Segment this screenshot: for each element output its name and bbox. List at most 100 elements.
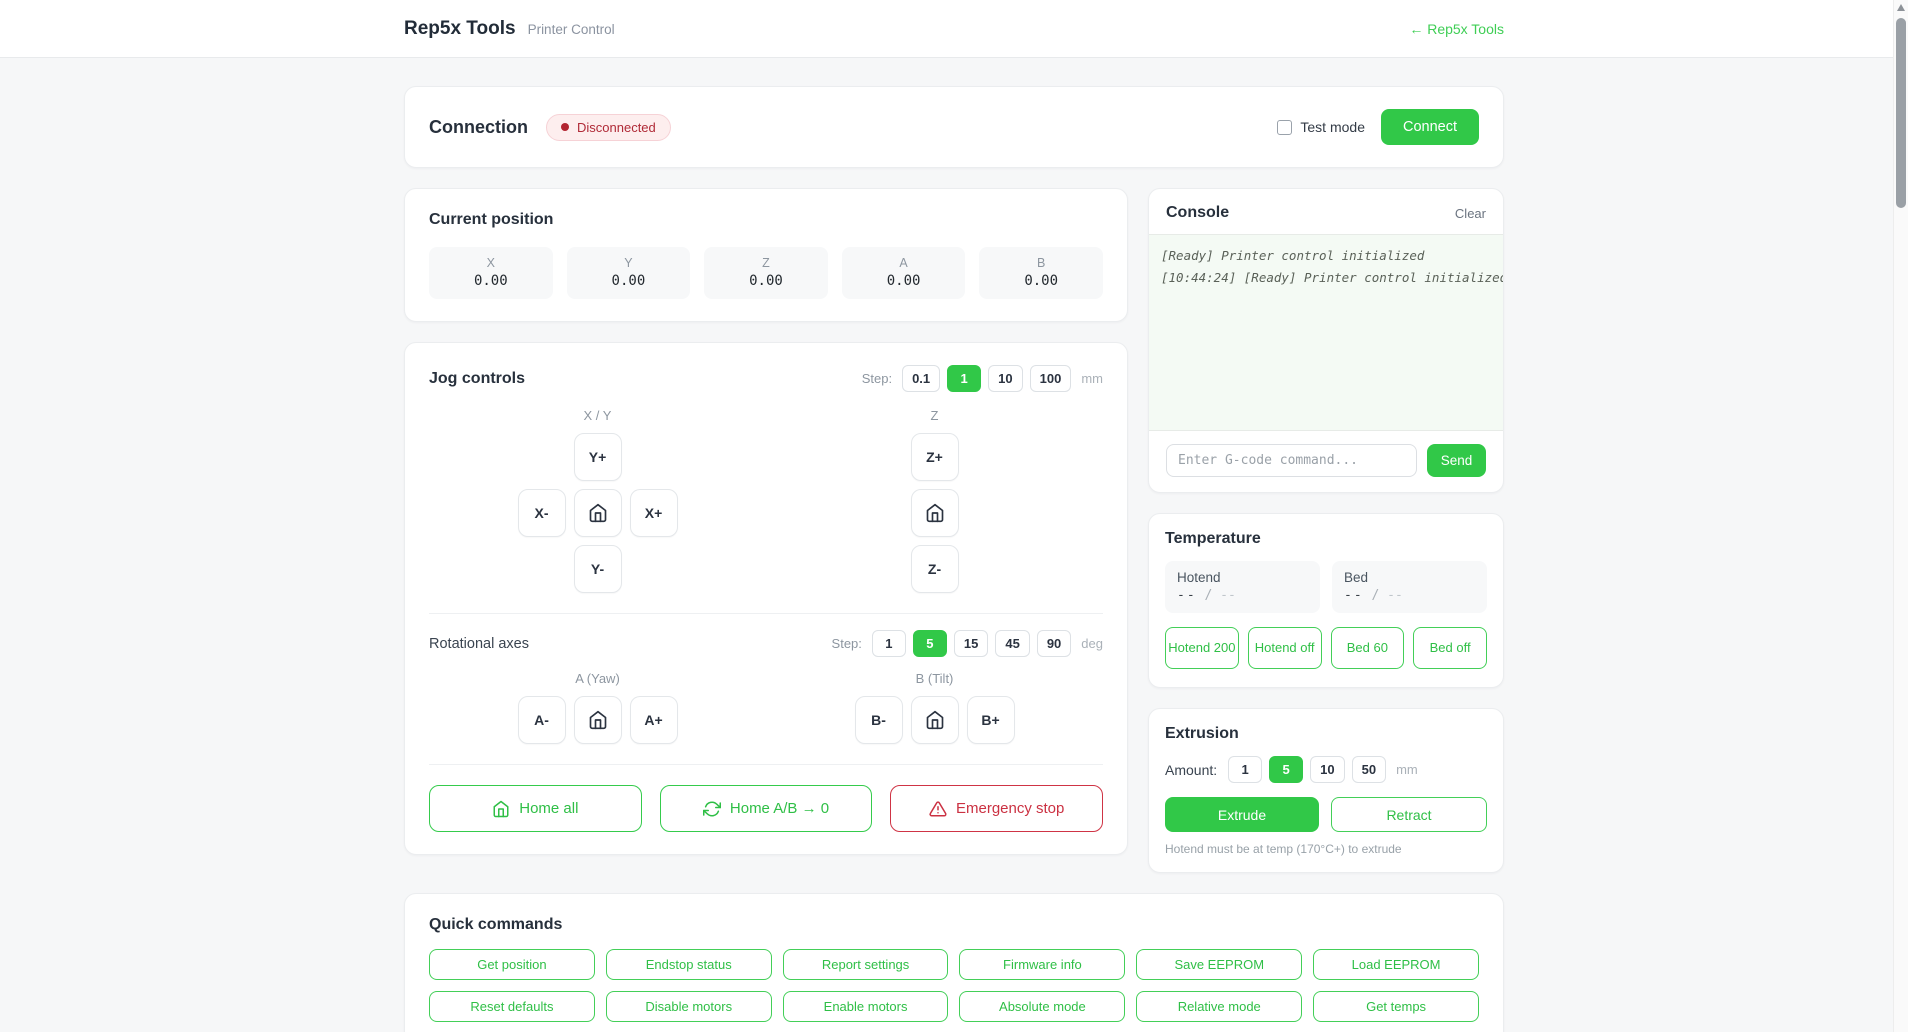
axis-label: Z <box>762 256 770 270</box>
home-icon <box>589 710 606 730</box>
rot-step-button-1[interactable]: 1 <box>871 630 906 657</box>
warning-icon <box>929 800 947 816</box>
axis-value: 0.00 <box>1024 273 1059 289</box>
jog-x-plus-button[interactable]: X+ <box>629 489 678 537</box>
emergency-stop-button[interactable]: Emergency stop <box>890 785 1104 832</box>
extrusion-panel: Extrusion Amount: 1 5 10 50 mm Extrude R… <box>1148 708 1504 873</box>
axis-value: 0.00 <box>886 273 921 289</box>
connection-panel: Connection Disconnected Test mode Connec… <box>404 86 1504 168</box>
refresh-icon <box>702 801 721 816</box>
send-button[interactable]: Send <box>1427 444 1486 477</box>
step-unit: deg <box>1081 636 1103 651</box>
page-scrollbar[interactable] <box>1893 0 1908 1032</box>
divider <box>429 764 1103 765</box>
test-mode-toggle[interactable]: Test mode <box>1277 119 1365 135</box>
jog-x-minus-button[interactable]: X- <box>517 489 566 537</box>
console-title: Console <box>1166 204 1230 221</box>
step-button-10[interactable]: 10 <box>988 365 1023 392</box>
axis-label: Y <box>624 256 633 270</box>
retract-button[interactable]: Retract <box>1331 797 1487 832</box>
absolute-mode-button[interactable]: Absolute mode <box>959 991 1126 1022</box>
brand: Rep5x Tools Printer Control <box>404 18 615 40</box>
scrollbar-thumb[interactable] <box>1896 18 1906 208</box>
hotend-200-button[interactable]: Hotend 200 <box>1165 627 1239 669</box>
home-z-button[interactable] <box>910 489 959 537</box>
b-axis-label: B (Tilt) <box>915 671 954 686</box>
amount-button-50[interactable]: 50 <box>1351 756 1387 783</box>
amount-unit: mm <box>1396 762 1418 777</box>
amount-button-10[interactable]: 10 <box>1310 756 1345 783</box>
step-label: Step: <box>861 371 893 386</box>
test-mode-checkbox[interactable] <box>1277 119 1293 135</box>
back-link[interactable]: ← Rep5x Tools <box>1409 20 1504 37</box>
rot-step-button-90[interactable]: 90 <box>1036 630 1072 657</box>
get-position-button[interactable]: Get position <box>429 949 595 980</box>
bed-60-button[interactable]: Bed 60 <box>1330 627 1405 669</box>
hotend-temp-cell: Hotend -- / -- <box>1165 561 1320 613</box>
axis-value: 0.00 <box>749 273 783 289</box>
b-jog-pad: B- B+ <box>854 696 1015 744</box>
axis-value: 0.00 <box>611 273 646 289</box>
status-badge: Disconnected <box>546 113 671 141</box>
bed-off-button[interactable]: Bed off <box>1413 627 1487 669</box>
hotend-off-button[interactable]: Hotend off <box>1247 627 1322 669</box>
connection-title: Connection <box>429 116 528 137</box>
disable-motors-button[interactable]: Disable motors <box>605 991 772 1022</box>
linear-step-group: Step: 0.1 1 10 100 mm <box>862 365 1103 392</box>
enable-motors-button[interactable]: Enable motors <box>782 991 949 1022</box>
a-jog-pad: A- A+ <box>517 696 678 744</box>
test-mode-label: Test mode <box>1300 119 1365 135</box>
temperature-panel: Temperature Hotend -- / -- Bed -- <box>1148 513 1504 688</box>
jog-a-minus-button[interactable]: A- <box>517 696 566 744</box>
home-ab-label: Home A/B → 0 <box>729 800 830 817</box>
home-icon <box>926 503 943 523</box>
divider <box>429 613 1103 614</box>
home-a-button[interactable] <box>573 696 622 744</box>
a-axis-label: A (Yaw) <box>575 671 620 686</box>
reset-defaults-button[interactable]: Reset defaults <box>429 991 595 1022</box>
relative-mode-button[interactable]: Relative mode <box>1136 991 1303 1022</box>
z-jog-pad: Z+ Z- <box>910 433 959 593</box>
scrollbar-up-arrow-icon[interactable] <box>1897 4 1905 11</box>
xy-pad-label: X / Y <box>583 408 612 423</box>
amount-button-1[interactable]: 1 <box>1228 756 1263 783</box>
temperature-title: Temperature <box>1165 530 1261 547</box>
rot-step-button-5[interactable]: 5 <box>912 630 947 657</box>
step-button-1[interactable]: 1 <box>947 365 982 392</box>
step-button-100[interactable]: 100 <box>1029 365 1072 392</box>
amount-button-5[interactable]: 5 <box>1269 756 1304 783</box>
extrude-button[interactable]: Extrude <box>1165 797 1319 832</box>
home-b-button[interactable] <box>910 696 959 744</box>
jog-z-minus-button[interactable]: Z- <box>910 545 959 593</box>
jog-a-plus-button[interactable]: A+ <box>629 696 678 744</box>
jog-y-minus-button[interactable]: Y- <box>573 545 622 593</box>
home-icon <box>589 503 606 523</box>
jog-z-plus-button[interactable]: Z+ <box>910 433 959 481</box>
firmware-info-button[interactable]: Firmware info <box>959 949 1126 980</box>
console-clear-button[interactable]: Clear <box>1454 205 1486 221</box>
home-xy-button[interactable] <box>573 489 622 537</box>
report-settings-button[interactable]: Report settings <box>782 949 949 980</box>
step-button-0.1[interactable]: 0.1 <box>902 365 941 392</box>
home-all-button[interactable]: Home all <box>429 785 642 832</box>
gcode-command-input[interactable] <box>1166 444 1417 477</box>
position-title: Current position <box>429 211 554 228</box>
load-eeprom-button[interactable]: Load EEPROM <box>1313 949 1479 980</box>
position-cell-b: B 0.00 <box>979 247 1103 299</box>
home-all-label: Home all <box>519 800 579 817</box>
home-ab-button[interactable]: Home A/B → 0 <box>659 785 873 832</box>
jog-b-plus-button[interactable]: B+ <box>966 696 1015 744</box>
hotend-label: Hotend <box>1177 570 1221 585</box>
emergency-stop-label: Emergency stop <box>955 800 1065 817</box>
rot-step-button-45[interactable]: 45 <box>995 630 1030 657</box>
jog-controls-panel: Jog controls Step: 0.1 1 10 100 mm X / Y <box>404 342 1128 855</box>
position-cell-a: A 0.00 <box>841 247 966 299</box>
get-temps-button[interactable]: Get temps <box>1313 991 1479 1022</box>
rot-step-button-15[interactable]: 15 <box>953 630 989 657</box>
connect-button[interactable]: Connect <box>1380 109 1479 145</box>
jog-y-plus-button[interactable]: Y+ <box>573 433 622 481</box>
axis-label: X <box>486 256 495 270</box>
save-eeprom-button[interactable]: Save EEPROM <box>1136 949 1303 980</box>
endstop-status-button[interactable]: Endstop status <box>605 949 772 980</box>
jog-b-minus-button[interactable]: B- <box>854 696 903 744</box>
